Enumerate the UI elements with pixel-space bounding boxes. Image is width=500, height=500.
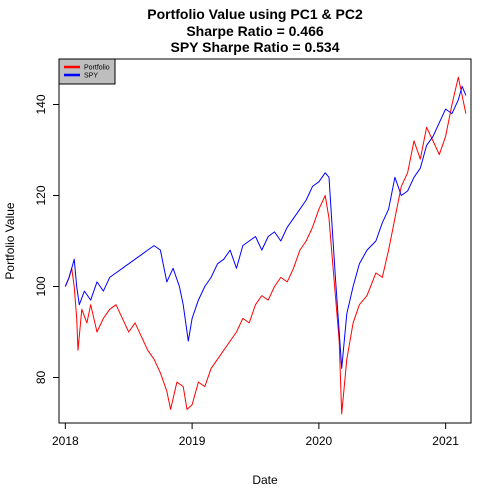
x-tick-label: 2019 — [179, 434, 206, 448]
y-axis: 80 100 120 140 — [34, 94, 59, 384]
series-line-spy — [64, 85, 467, 369]
chart-title: Portfolio Value using PC1 & PC2 Sharpe R… — [147, 6, 363, 55]
x-tick-label: 2020 — [306, 434, 333, 448]
x-axis-label: Date — [252, 473, 278, 487]
x-axis: 2018 2019 2020 2021 — [52, 423, 459, 448]
y-tick-label: 140 — [34, 94, 48, 114]
y-axis-label: Portfolio Value — [3, 202, 17, 279]
legend-label-spy: SPY — [84, 73, 98, 80]
title-line-1: Portfolio Value using PC1 & PC2 — [147, 6, 363, 22]
y-tick-label: 120 — [34, 185, 48, 205]
y-tick-label: 80 — [34, 371, 48, 385]
title-line-3: SPY Sharpe Ratio = 0.534 — [171, 39, 340, 55]
title-line-2: Sharpe Ratio = 0.466 — [186, 23, 324, 39]
legend-box — [58, 58, 116, 85]
series-line-portfolio — [64, 76, 467, 415]
legend-label-portfolio: Portfolio — [84, 65, 110, 72]
plot-frame — [58, 58, 472, 424]
series-layer — [64, 76, 467, 415]
y-tick-label: 100 — [34, 276, 48, 296]
x-tick-label: 2018 — [52, 434, 79, 448]
x-tick-label: 2021 — [432, 434, 459, 448]
